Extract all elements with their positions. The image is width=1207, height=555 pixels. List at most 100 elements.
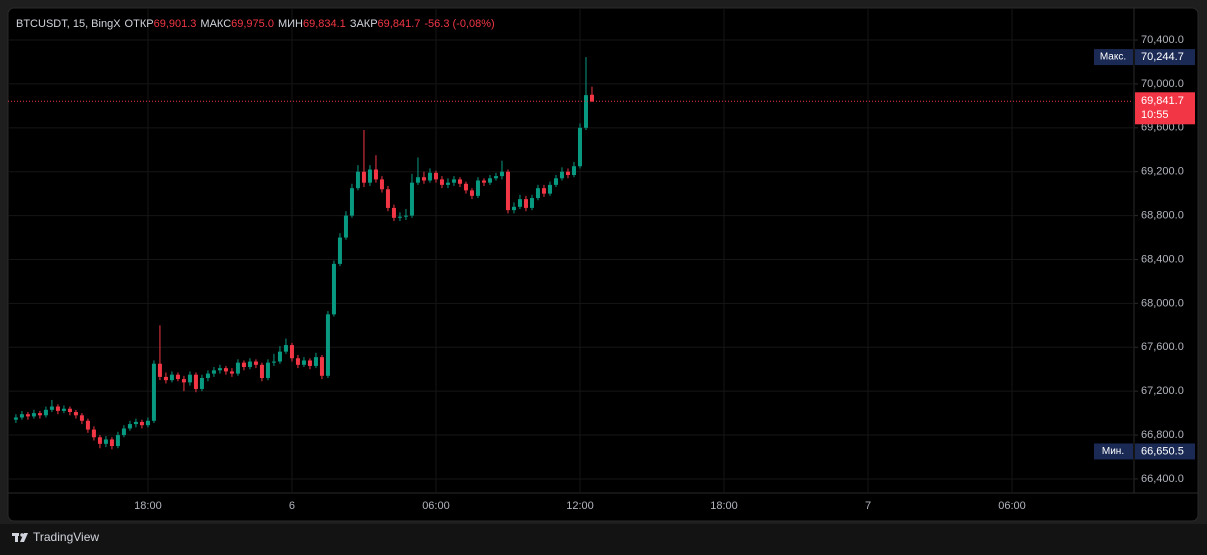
y-tick-label: 68,000.0 <box>1141 297 1184 309</box>
candle-body <box>109 439 114 447</box>
candle-body <box>565 171 570 176</box>
legend-label: ЗАКР <box>350 18 378 30</box>
candle-body <box>13 417 18 420</box>
candle-body <box>235 362 240 374</box>
candle-body <box>223 368 228 372</box>
last-price-box <box>1135 92 1195 125</box>
price-marker-box <box>1135 49 1195 66</box>
candle-body <box>325 314 330 376</box>
legend-value: 69,975.0 <box>231 18 274 30</box>
x-tick-label: 06:00 <box>998 500 1026 512</box>
price-marker-name-box <box>1094 49 1133 66</box>
candle-body <box>259 364 264 378</box>
candle-body <box>175 374 180 380</box>
candle-body <box>589 94 594 102</box>
candle-body <box>157 363 162 377</box>
candle-body <box>427 172 432 181</box>
price-marker-label: 66,650.5 <box>1141 445 1184 457</box>
price-marker-name-box <box>1094 443 1133 460</box>
candle-body <box>469 190 474 196</box>
candles <box>13 57 594 450</box>
candle-body <box>463 183 468 191</box>
candle-body <box>61 408 66 411</box>
y-tick-label: 67,200.0 <box>1141 385 1184 397</box>
logo-shape <box>20 533 28 542</box>
candle-body <box>79 415 84 421</box>
axes: 66,400.0 66,800.0 67,200.0 67,600.0 68,000.0… <box>8 34 1195 512</box>
price-marker-name: Мин. <box>1102 446 1124 457</box>
legend-value: 69,841.7 <box>378 18 421 30</box>
candle-body <box>439 179 444 185</box>
candle-body <box>373 169 378 180</box>
y-tick-label: 70,000.0 <box>1141 78 1184 90</box>
candle-body <box>31 413 36 417</box>
candle-body <box>409 182 414 216</box>
candle-body <box>91 429 96 438</box>
x-tick-label: 18:00 <box>710 500 738 512</box>
candle-body <box>481 180 486 183</box>
candle-body <box>529 198 534 208</box>
candle-body <box>451 179 456 183</box>
candle-body <box>121 428 126 436</box>
candle-body <box>331 263 336 315</box>
candle-body <box>289 345 294 359</box>
legend-label: МИН <box>278 18 303 30</box>
candle-body <box>493 176 498 179</box>
candle-body <box>355 171 360 189</box>
price-marker-label: 70,244.7 <box>1141 51 1184 63</box>
candle-body <box>379 179 384 190</box>
candle-body <box>271 361 276 363</box>
legend-value: 69,901.3 <box>154 18 197 30</box>
candle-body <box>535 188 540 199</box>
candle-body <box>139 421 144 426</box>
candle-body <box>313 357 318 366</box>
candle-body <box>433 172 438 180</box>
candle-body <box>217 368 222 371</box>
candle-body <box>517 199 522 207</box>
candle-body <box>85 420 90 430</box>
candle-body <box>523 199 528 208</box>
candle-body <box>199 377 204 389</box>
candle-body <box>169 374 174 381</box>
tradingview-logo[interactable]: TradingView <box>12 530 99 544</box>
candle-body <box>505 171 510 211</box>
y-tick-label: 70,400.0 <box>1141 34 1184 46</box>
candle-body <box>103 439 108 444</box>
candle-body <box>37 413 42 416</box>
candle-body <box>295 358 300 365</box>
candle-body <box>67 408 72 413</box>
legend-label: МАКС <box>200 18 231 30</box>
candle-body <box>127 424 132 429</box>
brand: TradingView <box>33 530 99 544</box>
price-marker-box <box>1135 443 1195 460</box>
candle-body <box>457 179 462 184</box>
candle-body <box>367 169 372 183</box>
candle-body <box>253 361 258 365</box>
candle-body <box>397 216 402 218</box>
x-tick-label: 12:00 <box>566 500 594 512</box>
candle-body <box>487 178 492 183</box>
logo-shape <box>15 533 18 542</box>
candle-body <box>307 360 312 366</box>
candle-body <box>277 351 282 362</box>
y-tick-label: 68,800.0 <box>1141 210 1184 222</box>
candle-body <box>229 371 234 374</box>
candle-body <box>475 180 480 196</box>
candle-body <box>541 188 546 194</box>
candle-body <box>547 184 552 194</box>
legend-value: 69,834.1 <box>303 18 346 30</box>
candle-body <box>19 414 24 418</box>
candle-body <box>415 177 420 183</box>
legend-change: -56.3 (-0,08%) <box>424 18 494 30</box>
candle-body <box>583 95 588 128</box>
y-tick-label: 67,600.0 <box>1141 341 1184 353</box>
candle-body <box>571 166 576 176</box>
candle-body <box>391 207 396 218</box>
candle-body <box>187 374 192 383</box>
candle-body <box>349 188 354 216</box>
candle-body <box>97 437 102 444</box>
candle-body <box>181 379 186 383</box>
candle-body <box>283 345 288 352</box>
